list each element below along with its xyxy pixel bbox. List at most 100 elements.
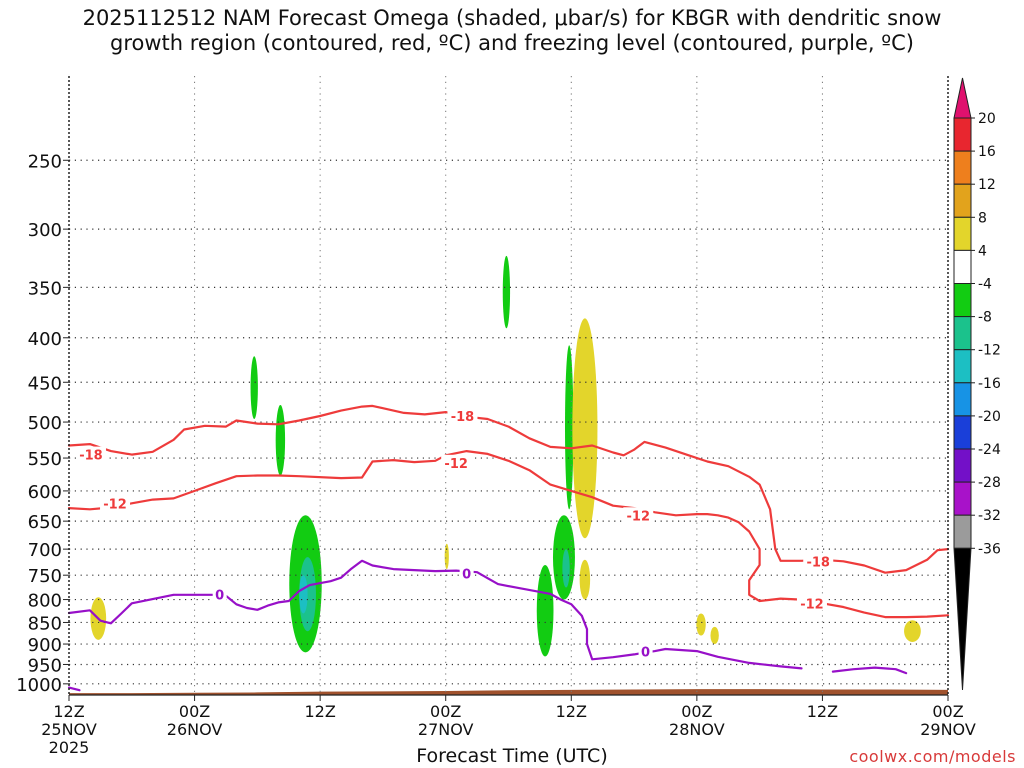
- y-tick-label-300: 300: [28, 220, 62, 241]
- contour-label-bg-8: [459, 565, 474, 581]
- colorbar-segment-7: [953, 349, 972, 384]
- omega-region-1: [275, 405, 286, 476]
- contour-label-bg-3: [441, 454, 472, 470]
- contour-line-segment-4: [831, 666, 908, 675]
- contour-label-layer: -18 -12 -18 -12 -12 -18 -12 0 0 0: [75, 407, 834, 661]
- omega-region-14: [696, 613, 706, 636]
- credit-text: coolwx.com/models: [849, 747, 1016, 766]
- colorbar-tick-label-12: -32: [978, 508, 1001, 524]
- x-tick-label-60-1: 00Z: [681, 702, 712, 721]
- colorbar-segment-12: [953, 514, 972, 549]
- y-tick-label-750: 750: [28, 566, 62, 587]
- colorbar-tick-label-3: 8: [978, 210, 987, 226]
- colorbar-tick-label-11: -28: [978, 475, 1001, 491]
- colorbar-segment-4: [953, 249, 972, 284]
- y-tick-label-450: 450: [28, 373, 62, 394]
- x-tick-label-12-1: 00Z: [179, 702, 210, 721]
- colorbar-tick-label-0: 20: [978, 111, 996, 127]
- contour-line--12-1: [67, 450, 950, 619]
- colorbar-tick-label-13: -36: [978, 541, 1001, 557]
- x-tick-label-0-3: 2025: [49, 738, 90, 757]
- colorbar-segment-10: [953, 448, 972, 483]
- y-tick-label-550: 550: [28, 449, 62, 470]
- x-tick-label-24-1: 12Z: [304, 702, 335, 721]
- contour-label-bg-7: [212, 586, 227, 602]
- colorbar-segment-8: [953, 382, 972, 417]
- colorbar-segment-3: [953, 216, 972, 251]
- omega-region-12: [572, 318, 598, 539]
- x-tick-label-84-1: 00Z: [932, 702, 963, 721]
- colorbar-tick-label-10: -24: [978, 442, 1001, 458]
- contour-label-bg-5: [803, 553, 834, 569]
- x-tick-label-36-1: 00Z: [430, 702, 461, 721]
- omega-region-4: [299, 575, 308, 614]
- contour-label-8: 0: [462, 568, 471, 583]
- contour-label-5: -18: [806, 555, 830, 570]
- terrain-surface-layer: [69, 689, 948, 695]
- x-tick-label-12-2: 26NOV: [167, 720, 223, 739]
- colorbar-segment-6: [953, 316, 972, 351]
- contour-label-bg-6: [796, 595, 827, 611]
- y-tick-label-900: 900: [28, 635, 62, 656]
- contour-label-bg-0: [75, 446, 106, 462]
- x-tick-label-72-1: 12Z: [807, 702, 838, 721]
- y-tick-label-850: 850: [28, 613, 62, 634]
- colorbar-tick-label-6: -8: [978, 310, 992, 326]
- y-tick-label-1000: 1000: [16, 675, 62, 696]
- contour-label-7: 0: [215, 588, 224, 603]
- contour-label-4: -12: [627, 509, 651, 524]
- colorbar-segment-0: [953, 117, 972, 152]
- contour-label-bg-4: [623, 507, 654, 523]
- contour-label-bg-1: [100, 495, 131, 511]
- y-tick-label-400: 400: [28, 329, 62, 350]
- axes-layer: 2503003504004505005506006507007508008509…: [16, 76, 976, 757]
- colorbar-tick-label-7: -12: [978, 343, 1001, 359]
- y-tick-label-800: 800: [28, 591, 62, 612]
- omega-region-16: [904, 620, 921, 642]
- colorbar-tick-label-5: -4: [978, 277, 992, 293]
- colorbar-tick-label-9: -20: [978, 409, 1001, 425]
- contour-label-6: -12: [800, 597, 824, 612]
- contour-layer: [67, 404, 950, 692]
- x-tick-label-36-2: 27NOV: [418, 720, 474, 739]
- contour-label-0: -18: [79, 449, 103, 464]
- contour-label-1: -12: [103, 497, 127, 512]
- contour-label-9: 0: [641, 646, 650, 661]
- chart-title-line-1: 2025112512 NAM Forecast Omega (shaded, μ…: [82, 6, 942, 30]
- colorbar-tick-label-8: -16: [978, 376, 1001, 392]
- y-tick-label-650: 650: [28, 512, 62, 533]
- omega-region-9: [562, 549, 570, 588]
- omega-region-15: [710, 626, 719, 645]
- contour-line-segment-3: [67, 686, 81, 692]
- contour-line--18-0: [67, 404, 950, 574]
- colorbar-segment-5: [953, 283, 972, 318]
- x-tick-label-84-2: 29NOV: [920, 720, 976, 739]
- colorbar-segment-2: [953, 183, 972, 218]
- colorbar-bottom-triangle: [953, 547, 972, 691]
- contour-label-3: -12: [444, 457, 468, 472]
- y-tick-label-350: 350: [28, 278, 62, 299]
- omega-region-8: [536, 564, 554, 657]
- x-tick-label-48-1: 12Z: [556, 702, 587, 721]
- omega-region-13: [579, 559, 591, 600]
- y-tick-label-500: 500: [28, 413, 62, 434]
- omega-region-6: [565, 345, 574, 510]
- y-tick-label-950: 950: [28, 655, 62, 676]
- contour-label-bg-9: [638, 643, 653, 659]
- contour-line-0-2: [67, 559, 803, 670]
- colorbar: 20 16 12 8 4 -4 -8 -12 -16 -20 -24 -28 -32 -36: [953, 77, 1001, 691]
- colorbar-tick-label-2: 12: [978, 177, 996, 193]
- chart-title-line-2: growth region (contoured, red, ºC) and f…: [110, 31, 914, 55]
- x-tick-label-0-1: 12Z: [53, 702, 84, 721]
- omega-region-0: [250, 356, 258, 420]
- colorbar-segment-9: [953, 415, 972, 450]
- colorbar-tick-label-1: 16: [978, 144, 996, 160]
- colorbar-segment-11: [953, 481, 972, 516]
- contour-label-bg-2: [447, 407, 478, 423]
- omega-region-5: [502, 255, 511, 329]
- colorbar-tick-label-4: 4: [978, 243, 987, 259]
- x-tick-label-0-2: 25NOV: [41, 720, 97, 739]
- y-tick-label-250: 250: [28, 151, 62, 172]
- contour-label-2: -18: [451, 410, 475, 425]
